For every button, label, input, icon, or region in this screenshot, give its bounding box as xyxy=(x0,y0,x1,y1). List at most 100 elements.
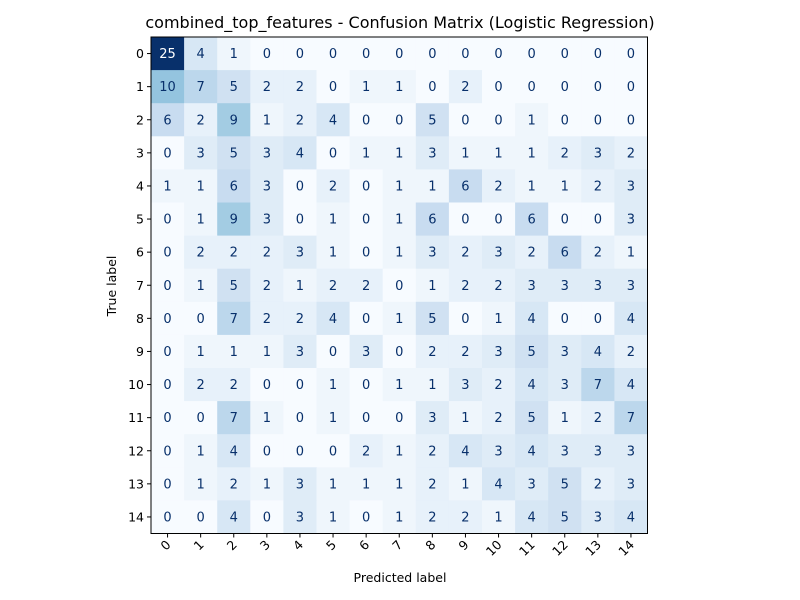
cell-value-7-12: 3 xyxy=(561,279,569,294)
cell-value-1-7: 1 xyxy=(395,80,403,95)
cell-1-12 xyxy=(548,70,582,104)
cell-value-4-12: 1 xyxy=(561,179,569,194)
cell-10-3 xyxy=(250,368,284,402)
cell-9-0 xyxy=(151,334,185,369)
cell-value-7-11: 3 xyxy=(528,279,536,294)
cell-value-7-3: 2 xyxy=(263,279,271,294)
x-tick-label-7: 7 xyxy=(389,537,405,553)
cell-value-11-5: 1 xyxy=(329,411,337,426)
x-tick-label-3: 3 xyxy=(257,537,273,553)
cell-value-4-4: 0 xyxy=(296,179,304,194)
cell-value-5-0: 0 xyxy=(163,213,171,228)
cell-value-12-2: 4 xyxy=(230,444,238,459)
x-tick-label-1: 1 xyxy=(191,537,207,553)
cell-11-6 xyxy=(349,401,384,435)
cell-value-14-13: 3 xyxy=(594,510,602,525)
cell-11-12 xyxy=(548,401,582,435)
cell-6-3 xyxy=(250,235,284,270)
cell-5-9 xyxy=(448,202,483,237)
cell-1-14 xyxy=(614,70,648,104)
cell-value-10-2: 2 xyxy=(230,378,238,393)
cell-12-9 xyxy=(448,434,483,468)
cell-10-12 xyxy=(548,368,582,402)
cell-13-14 xyxy=(614,467,648,501)
cell-value-3-3: 3 xyxy=(263,146,271,161)
cell-7-3 xyxy=(250,268,284,303)
cell-value-13-10: 4 xyxy=(494,477,502,492)
cell-value-1-8: 0 xyxy=(428,80,436,95)
cell-0-5 xyxy=(316,37,351,71)
cell-value-8-13: 0 xyxy=(594,312,602,327)
cell-value-5-11: 6 xyxy=(528,213,536,228)
cell-13-0 xyxy=(151,467,185,501)
cell-value-14-7: 1 xyxy=(395,510,403,525)
cell-value-2-3: 1 xyxy=(263,113,271,128)
cell-4-13 xyxy=(581,169,615,203)
cell-value-10-9: 3 xyxy=(461,378,469,393)
cell-10-6 xyxy=(349,368,384,402)
cell-4-11 xyxy=(515,169,549,203)
cell-12-13 xyxy=(581,434,615,468)
cell-2-14 xyxy=(614,103,648,137)
cell-2-0 xyxy=(151,103,185,137)
cell-11-1 xyxy=(184,401,218,435)
x-tick-label-6: 6 xyxy=(356,537,372,553)
cell-13-10 xyxy=(482,467,516,501)
cell-value-11-7: 0 xyxy=(395,411,403,426)
cell-13-4 xyxy=(283,467,317,501)
cell-value-10-7: 1 xyxy=(395,378,403,393)
cell-12-7 xyxy=(382,434,417,468)
cell-value-7-0: 0 xyxy=(163,279,171,294)
cell-value-10-1: 2 xyxy=(197,378,205,393)
cell-13-9 xyxy=(448,467,483,501)
cell-value-7-10: 2 xyxy=(494,279,502,294)
cell-5-7 xyxy=(382,202,417,237)
cell-5-12 xyxy=(548,202,582,237)
y-tick-label-1: 1 xyxy=(136,79,144,94)
cell-10-1 xyxy=(184,368,218,402)
cell-value-8-9: 0 xyxy=(461,312,469,327)
cell-value-4-5: 2 xyxy=(329,179,337,194)
cell-9-10 xyxy=(482,334,516,369)
cell-value-13-11: 3 xyxy=(528,477,536,492)
cell-7-14 xyxy=(614,268,648,303)
cell-value-11-14: 7 xyxy=(627,411,635,426)
cell-value-1-1: 7 xyxy=(197,80,205,95)
cell-9-13 xyxy=(581,334,615,369)
cell-10-0 xyxy=(151,368,185,402)
cell-3-12 xyxy=(548,136,582,170)
cell-5-13 xyxy=(581,202,615,237)
cell-value-1-11: 0 xyxy=(528,80,536,95)
cell-value-5-13: 0 xyxy=(594,213,602,228)
cell-value-8-1: 0 xyxy=(197,312,205,327)
x-tick-label-8: 8 xyxy=(422,537,438,553)
cell-value-3-2: 5 xyxy=(230,146,238,161)
cell-1-11 xyxy=(515,70,549,104)
cell-12-12 xyxy=(548,434,582,468)
cell-8-5 xyxy=(316,301,351,336)
cell-13-7 xyxy=(382,467,417,501)
cell-value-8-4: 2 xyxy=(296,312,304,327)
cell-14-14 xyxy=(614,500,648,534)
cell-3-5 xyxy=(316,136,351,170)
cell-7-1 xyxy=(184,268,218,303)
cell-7-10 xyxy=(482,268,516,303)
cell-8-7 xyxy=(382,301,417,336)
x-tick-label-11: 11 xyxy=(516,537,538,559)
cell-5-1 xyxy=(184,202,218,237)
cell-12-10 xyxy=(482,434,516,468)
cell-value-0-3: 0 xyxy=(263,47,271,62)
cell-value-7-6: 2 xyxy=(362,279,370,294)
cell-3-1 xyxy=(184,136,218,170)
cell-value-2-0: 6 xyxy=(163,113,171,128)
cell-5-10 xyxy=(482,202,516,237)
cell-3-8 xyxy=(415,136,450,170)
cell-value-12-7: 1 xyxy=(395,444,403,459)
cell-value-6-7: 1 xyxy=(395,246,403,261)
cell-value-5-5: 1 xyxy=(329,213,337,228)
cell-value-7-5: 2 xyxy=(329,279,337,294)
cell-value-3-0: 0 xyxy=(163,146,171,161)
cell-4-3 xyxy=(250,169,284,203)
cell-value-12-5: 0 xyxy=(329,444,337,459)
cell-value-14-2: 4 xyxy=(230,510,238,525)
